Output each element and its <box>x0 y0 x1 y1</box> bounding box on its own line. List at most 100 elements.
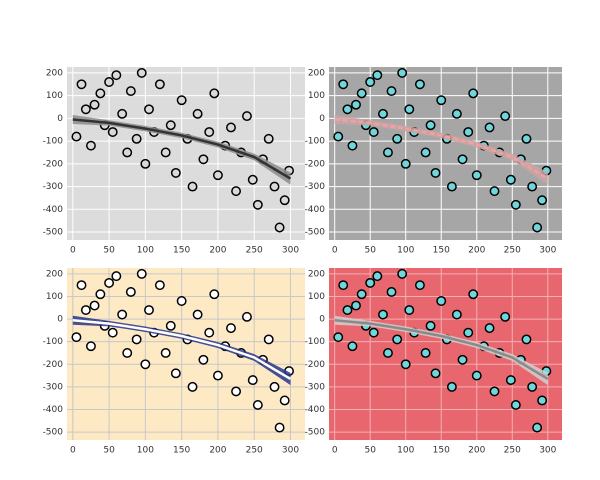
point <box>274 222 285 233</box>
point <box>365 277 376 288</box>
y-tick-label: -200 <box>43 360 64 370</box>
point <box>187 181 198 192</box>
point <box>500 111 511 122</box>
point <box>144 104 154 115</box>
y-tick-label: 100 <box>46 91 63 101</box>
point <box>104 77 115 87</box>
point <box>154 280 165 291</box>
point <box>187 381 198 392</box>
point <box>347 341 358 352</box>
point <box>397 67 408 78</box>
point <box>209 88 220 99</box>
x-tick-label: 50 <box>103 246 115 256</box>
y-tick-label: 200 <box>308 269 325 279</box>
x-tick-label: 50 <box>364 246 376 256</box>
point <box>136 67 147 78</box>
point <box>198 154 209 165</box>
point <box>226 323 236 334</box>
x-tick-label: 300 <box>282 246 299 256</box>
point <box>378 309 388 320</box>
x-tick-label: 300 <box>539 446 556 456</box>
point <box>333 131 344 142</box>
x-tick-label: 150 <box>173 446 190 456</box>
y-tick-label: -500 <box>43 428 64 438</box>
point <box>165 320 176 331</box>
x-tick-label: 150 <box>173 246 190 256</box>
point <box>269 381 280 392</box>
point <box>192 309 203 320</box>
point <box>451 108 462 119</box>
x-tick-label: 50 <box>103 446 115 456</box>
y-tick-label: 0 <box>57 114 63 124</box>
point <box>136 268 147 279</box>
y-tick-label: 0 <box>319 114 325 124</box>
y-tick-label: -400 <box>305 405 326 415</box>
point <box>471 370 482 381</box>
point <box>192 108 203 119</box>
point <box>468 88 479 99</box>
point <box>532 422 543 433</box>
point <box>484 323 495 334</box>
point <box>392 334 403 345</box>
point <box>111 271 122 282</box>
x-tick-label: 300 <box>282 446 299 456</box>
point <box>532 222 543 233</box>
point <box>400 359 411 370</box>
point <box>111 70 122 81</box>
confidence-band <box>334 114 548 185</box>
point <box>510 400 521 410</box>
point <box>372 70 383 81</box>
point <box>386 287 397 297</box>
point <box>430 167 441 178</box>
x-tick-label: 100 <box>397 246 414 256</box>
point <box>71 131 82 142</box>
point <box>131 334 142 345</box>
y-tick-label: 0 <box>319 315 325 325</box>
point <box>131 133 142 144</box>
point <box>383 348 393 358</box>
point <box>471 170 482 181</box>
point <box>372 271 383 282</box>
x-tick-label: 200 <box>209 446 226 456</box>
point <box>80 305 91 315</box>
y-tick-label: -100 <box>305 137 326 147</box>
point <box>446 381 457 392</box>
y-tick-label: -500 <box>305 428 326 438</box>
point <box>269 181 280 192</box>
point <box>198 354 209 365</box>
point <box>356 88 367 99</box>
point <box>263 334 274 345</box>
point <box>160 348 171 358</box>
point <box>107 127 118 137</box>
point <box>414 280 425 291</box>
x-tick-label: 0 <box>70 446 76 456</box>
x-tick-label: 200 <box>468 446 485 456</box>
point <box>333 332 344 343</box>
point <box>85 140 96 151</box>
y-tick-label: -200 <box>305 159 326 169</box>
point <box>397 268 408 279</box>
y-tick-label: -500 <box>305 228 326 238</box>
x-tick-label: 300 <box>539 246 556 256</box>
x-tick-label: 250 <box>246 446 263 456</box>
y-tick-label: -300 <box>43 382 64 392</box>
point <box>279 395 290 406</box>
x-tick-label: 250 <box>504 246 521 256</box>
point <box>420 348 431 358</box>
x-tick-label: 200 <box>468 246 485 256</box>
point <box>351 99 361 110</box>
point <box>176 95 187 106</box>
y-tick-label: -100 <box>43 137 64 147</box>
point <box>95 88 106 99</box>
x-tick-label: 200 <box>209 246 226 256</box>
y-tick-label: -500 <box>43 228 64 238</box>
smooth-line <box>334 118 549 180</box>
point <box>436 95 447 106</box>
point <box>383 147 393 158</box>
y-tick-label: -300 <box>305 382 326 392</box>
point <box>80 104 91 115</box>
x-tick-label: 250 <box>246 246 263 256</box>
point <box>226 122 236 133</box>
point <box>404 104 415 115</box>
